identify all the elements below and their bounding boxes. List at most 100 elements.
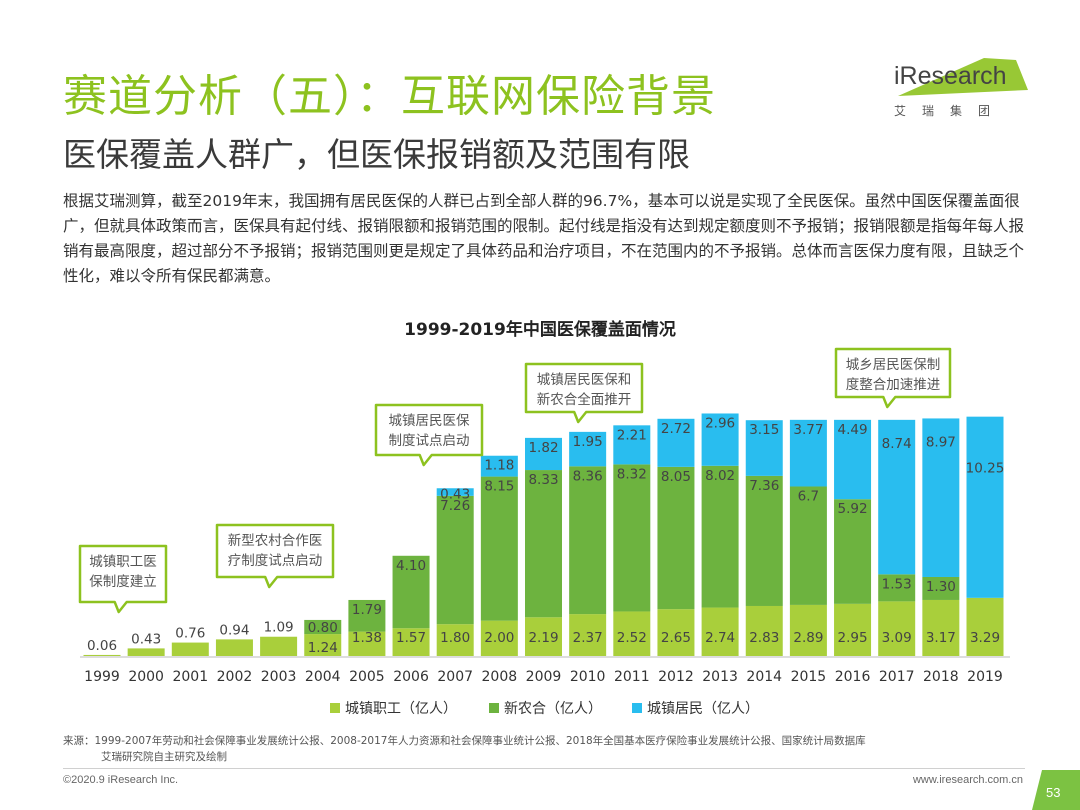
bar-2006-s0 (392, 628, 430, 656)
value-label-2019-s0: 3.29 (970, 630, 1000, 646)
bar-2015-s0 (789, 604, 827, 656)
value-label-2009-s2: 1.82 (528, 440, 558, 456)
value-label-2013-s0: 2.74 (705, 630, 735, 646)
logo-wordmark: iResearch (894, 62, 1007, 90)
bar-2014-s0 (745, 605, 783, 656)
logo-swoosh-icon (898, 58, 1028, 96)
x-tick-2019: 2019 (967, 669, 1003, 685)
value-label-2009-s1: 8.33 (528, 472, 558, 488)
value-label-2011-s2: 2.21 (617, 427, 647, 443)
source-line-1: 来源：1999-2007年劳动和社会保障事业发展统计公报、2008-2017年人… (63, 735, 866, 747)
page-title: 赛道分析（五）：互联网保险背景 (63, 71, 716, 122)
x-tick-2017: 2017 (879, 669, 915, 685)
value-label-2018-s0: 3.17 (926, 630, 956, 646)
x-tick-2002: 2002 (217, 669, 253, 685)
value-label-2008-s1: 8.15 (484, 479, 514, 495)
x-tick-2006: 2006 (393, 669, 429, 685)
bar-2013-s0 (701, 607, 739, 656)
value-label-2015-s0: 2.89 (793, 630, 823, 646)
value-label-2003-s0: 1.09 (264, 620, 294, 636)
bar-2004-s1 (304, 619, 342, 635)
callout-box-2003 (215, 523, 335, 589)
x-tick-2016: 2016 (835, 669, 871, 685)
legend-swatch-2 (632, 703, 642, 713)
value-label-2006-s0: 1.57 (396, 630, 426, 646)
value-label-2007-s2: 0.43 (440, 486, 470, 502)
bar-2012-s0 (657, 609, 695, 656)
bar-2015-s1 (789, 486, 827, 605)
callout-text-2009-1: 新农合全面推开 (537, 391, 632, 408)
value-labels-layer: 0.06 0.43 0.76 0.94 1.09 1.24 0.80 1.38 1.79 1.57… (87, 415, 1004, 656)
callout-box-1999 (78, 544, 168, 614)
bar-2018-s0 (922, 599, 960, 656)
callout-text-2007-0: 城镇居民医保 (389, 413, 470, 429)
value-label-2019-s2: 10.25 (966, 461, 1005, 477)
bar-2019-s0 (966, 597, 1004, 656)
value-label-2005-s0: 1.38 (352, 630, 382, 646)
callout-text-1999-1: 保制度建立 (89, 574, 157, 590)
bar-2005-s0 (348, 631, 386, 656)
x-tick-2010: 2010 (570, 669, 606, 685)
value-label-2016-s2: 4.49 (838, 422, 868, 438)
bar-2008-s0 (480, 620, 518, 656)
callout-text-2016-1: 度整合加速推进 (846, 377, 941, 393)
x-tick-2015: 2015 (791, 669, 827, 685)
bar-2011-s0 (613, 611, 651, 656)
value-label-2007-s1: 7.26 (440, 498, 470, 514)
bar-2017-s0 (878, 601, 916, 656)
x-tick-2008: 2008 (482, 669, 518, 685)
bar-2014-s2 (745, 420, 783, 476)
page-number: 53 (1046, 785, 1061, 800)
bar-2018-s2 (922, 418, 960, 577)
intro-paragraph: 根据艾瑞测算，截至2019年末，我国拥有居民医保的人群已占到全部人群的96.7%… (63, 192, 1025, 285)
bar-2003-s0 (260, 636, 298, 656)
bar-2002-s0 (215, 639, 253, 656)
value-label-2017-s2: 8.74 (882, 436, 912, 452)
callout-text-2016-0: 城乡居民医保制 (846, 357, 941, 373)
source-line-2: 艾瑞研究院自主研究及绘制 (101, 751, 227, 763)
value-label-2011-s0: 2.52 (617, 630, 647, 646)
value-label-2015-s2: 3.77 (793, 422, 823, 438)
value-label-2001-s0: 0.76 (175, 626, 205, 642)
value-label-2004-s1: 0.80 (308, 620, 338, 636)
value-label-2007-s0: 1.80 (440, 630, 470, 646)
bar-2013-s1 (701, 465, 739, 608)
legend-label-2: 城镇居民（亿人） (647, 701, 759, 717)
callout-box-2009 (524, 362, 644, 424)
bar-2019-s2 (966, 416, 1004, 598)
value-label-2006-s1: 4.10 (396, 558, 426, 574)
legend-swatch-0 (330, 703, 340, 713)
callout-text-2003-0: 新型农村合作医 (228, 533, 323, 549)
bar-2009-s2 (525, 437, 562, 471)
bar-2005-s1 (348, 599, 386, 632)
value-label-2012-s2: 2.72 (661, 421, 691, 437)
bar-2001-s0 (171, 642, 209, 656)
x-tick-2003: 2003 (261, 669, 297, 685)
bars-layer (83, 413, 1004, 656)
value-label-2008-s2: 1.18 (484, 458, 514, 474)
callout-text-2009-0: 城镇居民医保和 (537, 372, 632, 388)
callout-text-1999-0: 城镇职工医 (89, 554, 157, 570)
legend-label-1: 新农合（亿人） (504, 701, 602, 717)
value-label-2017-s0: 3.09 (882, 630, 912, 646)
bar-2004-s0 (304, 634, 342, 656)
bar-2017-s1 (878, 574, 916, 602)
bar-2011-s1 (613, 464, 651, 612)
bar-2000-s0 (127, 648, 165, 656)
value-label-2014-s1: 7.36 (749, 478, 779, 494)
callout-box-2007 (374, 403, 484, 467)
bar-2010-s2 (569, 431, 607, 467)
x-tick-2004: 2004 (305, 669, 341, 685)
bar-2009-s1 (525, 470, 562, 618)
value-label-2000-s0: 0.43 (131, 631, 161, 647)
website-link[interactable]: www.iresearch.com.cn (912, 774, 1023, 786)
bar-2014-s1 (745, 475, 783, 606)
legend-swatch-1 (489, 703, 499, 713)
bar-2009-s0 (525, 617, 562, 656)
value-label-2011-s1: 8.32 (617, 466, 647, 482)
callout-text-2007-1: 制度试点启动 (389, 433, 470, 449)
bar-2016-s2 (834, 419, 872, 500)
